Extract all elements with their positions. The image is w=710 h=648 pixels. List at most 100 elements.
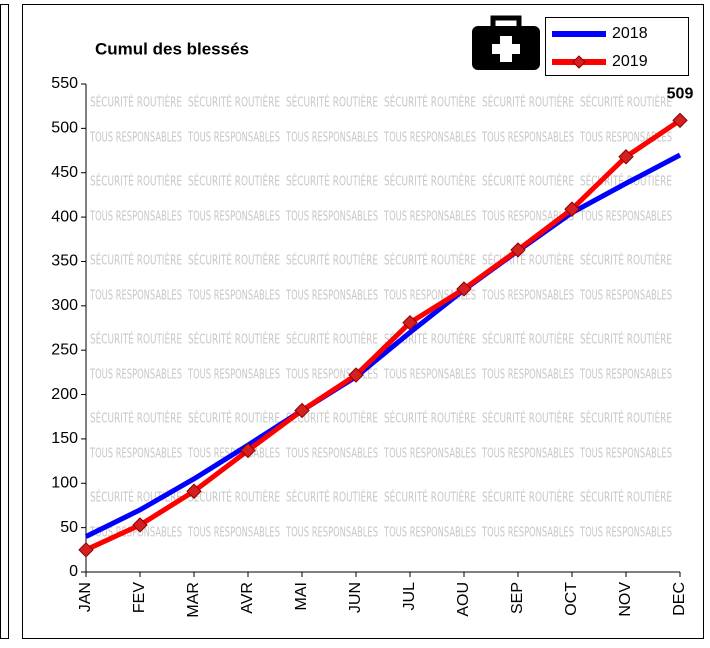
watermark-text: SÉCURITÉ ROUTIÈRE bbox=[482, 174, 574, 190]
watermark-text: SÉCURITÉ ROUTIÈRE bbox=[580, 332, 672, 348]
watermark-text: SÉCURITÉ ROUTIÈRE bbox=[384, 411, 476, 427]
watermark-text: SÉCURITÉ ROUTIÈRE bbox=[286, 95, 378, 111]
watermark-text: SÉCURITÉ ROUTIÈRE bbox=[384, 253, 476, 269]
watermark-text: TOUS RESPONSABLES bbox=[187, 131, 280, 146]
point-marker bbox=[510, 242, 526, 258]
watermark-text: TOUS RESPONSABLES bbox=[187, 368, 280, 383]
watermark-text: SÉCURITÉ ROUTIÈRE bbox=[188, 411, 280, 427]
watermark-text: SÉCURITÉ ROUTIÈRE bbox=[188, 332, 280, 348]
watermark-text: SÉCURITÉ ROUTIÈRE bbox=[384, 95, 476, 111]
legend-marker bbox=[572, 55, 586, 69]
watermark-text: SÉCURITÉ ROUTIÈRE bbox=[188, 490, 280, 506]
watermark-text: TOUS RESPONSABLES bbox=[187, 210, 280, 225]
legend-label: 2018 bbox=[612, 25, 648, 42]
point-marker bbox=[294, 402, 310, 419]
watermark-text: SÉCURITÉ ROUTIÈRE bbox=[286, 174, 378, 190]
watermark-text: TOUS RESPONSABLES bbox=[89, 131, 182, 146]
y-tick-label: 450 bbox=[51, 164, 78, 181]
y-tick-label: 200 bbox=[51, 386, 78, 403]
watermark-text: TOUS RESPONSABLES bbox=[89, 368, 182, 383]
watermark-text: TOUS RESPONSABLES bbox=[285, 447, 378, 462]
point-marker bbox=[456, 281, 472, 297]
watermark-text: SÉCURITÉ ROUTIÈRE bbox=[580, 95, 672, 111]
point-marker bbox=[186, 483, 202, 499]
point-marker bbox=[240, 442, 256, 459]
watermark-text: TOUS RESPONSABLES bbox=[285, 289, 378, 304]
watermark-text: SÉCURITÉ ROUTIÈRE bbox=[286, 490, 378, 506]
watermark-text: TOUS RESPONSABLES bbox=[579, 368, 672, 383]
x-tick-label: MAI bbox=[293, 582, 310, 610]
point-marker bbox=[132, 517, 148, 533]
watermark-text: TOUS RESPONSABLES bbox=[89, 210, 182, 225]
x-tick-label: OCT bbox=[563, 582, 580, 616]
point-marker bbox=[78, 542, 94, 558]
watermark-text: TOUS RESPONSABLES bbox=[383, 131, 476, 146]
y-tick-label: 400 bbox=[51, 208, 78, 225]
y-tick-label: 550 bbox=[51, 75, 78, 92]
watermark-text: SÉCURITÉ ROUTIÈRE bbox=[286, 411, 378, 427]
watermark-text: TOUS RESPONSABLES bbox=[481, 368, 574, 383]
watermark-text: TOUS RESPONSABLES bbox=[285, 210, 378, 225]
watermark-text: SÉCURITÉ ROUTIÈRE bbox=[90, 95, 182, 111]
watermark-text: SÉCURITÉ ROUTIÈRE bbox=[90, 332, 182, 348]
watermark-text: SÉCURITÉ ROUTIÈRE bbox=[286, 253, 378, 269]
watermark-text: TOUS RESPONSABLES bbox=[285, 131, 378, 146]
watermark-text: SÉCURITÉ ROUTIÈRE bbox=[384, 174, 476, 190]
x-tick-label: JAN bbox=[77, 582, 94, 612]
x-tick-label: AOU bbox=[455, 582, 472, 617]
watermark-text: TOUS RESPONSABLES bbox=[187, 526, 280, 541]
kit-icon bbox=[472, 15, 540, 70]
watermark-text: SÉCURITÉ ROUTIÈRE bbox=[188, 253, 280, 269]
x-tick-label: FEV bbox=[131, 582, 148, 613]
watermark-text: SÉCURITÉ ROUTIÈRE bbox=[384, 490, 476, 506]
watermark-text: SÉCURITÉ ROUTIÈRE bbox=[90, 174, 182, 190]
watermark-text: SÉCURITÉ ROUTIÈRE bbox=[286, 332, 378, 348]
x-tick-label: MAR bbox=[185, 582, 202, 618]
data-label: 509 bbox=[667, 86, 694, 103]
watermark-text: SÉCURITÉ ROUTIÈRE bbox=[482, 411, 574, 427]
watermark-text: TOUS RESPONSABLES bbox=[579, 289, 672, 304]
chart-frame bbox=[22, 4, 704, 639]
y-tick-label: 0 bbox=[69, 563, 78, 580]
watermark-text: SÉCURITÉ ROUTIÈRE bbox=[482, 332, 574, 348]
point-marker bbox=[564, 201, 580, 217]
watermark-text: TOUS RESPONSABLES bbox=[481, 447, 574, 462]
point-marker bbox=[672, 112, 688, 129]
x-tick-label: JUN bbox=[347, 582, 364, 613]
left-frame bbox=[0, 4, 9, 639]
watermark-text: SÉCURITÉ ROUTIÈRE bbox=[482, 490, 574, 506]
watermark-text: SÉCURITÉ ROUTIÈRE bbox=[90, 411, 182, 427]
y-tick-label: 50 bbox=[60, 519, 78, 536]
x-tick-label: NOV bbox=[617, 582, 634, 617]
watermark-text: TOUS RESPONSABLES bbox=[481, 526, 574, 541]
watermark-text: TOUS RESPONSABLES bbox=[89, 447, 182, 462]
watermark-text: TOUS RESPONSABLES bbox=[187, 289, 280, 304]
legend-label: 2019 bbox=[612, 53, 648, 70]
series-line bbox=[84, 152, 682, 539]
watermark-text: TOUS RESPONSABLES bbox=[89, 289, 182, 304]
point-marker bbox=[618, 149, 634, 165]
watermark: SÉCURITÉ ROUTIÈRE TOUS RESPONSABLES SÉCURI… bbox=[89, 95, 672, 541]
watermark-text: TOUS RESPONSABLES bbox=[481, 210, 574, 225]
watermark-text: TOUS RESPONSABLES bbox=[481, 131, 574, 146]
watermark-text: SÉCURITÉ ROUTIÈRE bbox=[580, 253, 672, 269]
y-tick-label: 500 bbox=[51, 120, 78, 137]
x-tick-label: AVR bbox=[239, 582, 256, 614]
watermark-text: SÉCURITÉ ROUTIÈRE bbox=[188, 95, 280, 111]
watermark-text: TOUS RESPONSABLES bbox=[383, 210, 476, 225]
x-tick-label: SEP bbox=[509, 582, 526, 614]
x-tick-label: DEC bbox=[671, 582, 688, 616]
watermark-text: TOUS RESPONSABLES bbox=[579, 526, 672, 541]
point-marker bbox=[402, 314, 418, 331]
watermark-text: SÉCURITÉ ROUTIÈRE bbox=[90, 253, 182, 269]
watermark-text: SÉCURITÉ ROUTIÈRE bbox=[580, 490, 672, 506]
watermark-text: SÉCURITÉ ROUTIÈRE bbox=[482, 95, 574, 111]
watermark-text: TOUS RESPONSABLES bbox=[285, 526, 378, 541]
legend bbox=[545, 17, 689, 76]
watermark-text: TOUS RESPONSABLES bbox=[383, 368, 476, 383]
x-tick-label: JUL bbox=[401, 582, 418, 611]
series-line bbox=[84, 118, 682, 553]
y-tick-label: 100 bbox=[51, 474, 78, 491]
